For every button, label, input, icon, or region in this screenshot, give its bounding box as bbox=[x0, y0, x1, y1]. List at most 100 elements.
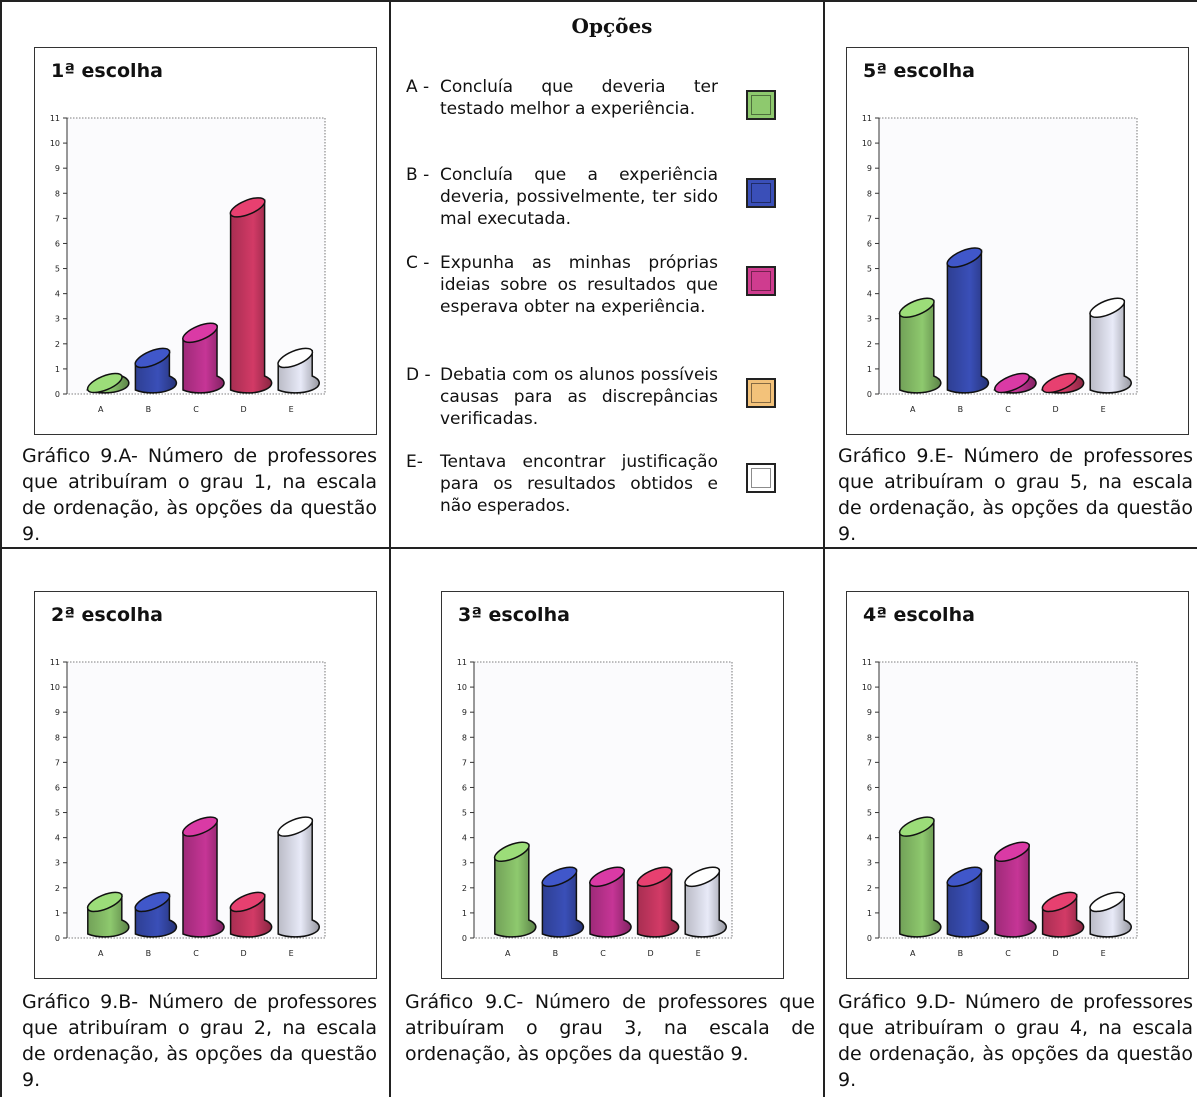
bar-e bbox=[1089, 891, 1132, 938]
y-tick-label: 6 bbox=[462, 783, 467, 792]
chart-title: 2ª escolha bbox=[51, 604, 163, 626]
y-tick-label: 1 bbox=[867, 365, 872, 374]
bar-chart: 0 1 2 3 4 5 6 7 8 9 10 11 A B C D E bbox=[862, 114, 1138, 414]
bar-top bbox=[86, 891, 123, 913]
y-tick-label: 2 bbox=[462, 884, 467, 893]
x-tick-label: C bbox=[1005, 405, 1011, 414]
bar-top bbox=[493, 841, 530, 863]
x-tick-label: B bbox=[958, 949, 964, 958]
y-tick-label: 4 bbox=[55, 834, 60, 843]
bar-top bbox=[898, 297, 935, 319]
option-letter: D - bbox=[406, 365, 431, 385]
option-e: E- Tentava encontrar justificação para o… bbox=[406, 451, 806, 541]
y-tick-label: 2 bbox=[55, 884, 60, 893]
bar-body bbox=[1089, 299, 1132, 394]
bar-top bbox=[229, 891, 266, 913]
bar-d bbox=[1040, 372, 1085, 394]
grid-divider-2 bbox=[823, 0, 825, 1097]
x-tick-label: A bbox=[98, 949, 104, 958]
y-tick-label: 2 bbox=[867, 340, 872, 349]
swatch-d-icon bbox=[746, 378, 776, 408]
x-tick-label: A bbox=[98, 405, 104, 414]
bar-body bbox=[899, 818, 942, 938]
bar-c bbox=[182, 816, 225, 938]
swatch-e-icon bbox=[746, 463, 776, 493]
bar-a bbox=[493, 841, 537, 938]
bar-top bbox=[898, 816, 935, 837]
y-tick-label: 3 bbox=[867, 859, 872, 868]
bar-c bbox=[993, 372, 1037, 394]
bar-top bbox=[994, 841, 1030, 863]
bar-c bbox=[589, 866, 632, 938]
bar-chart: 0 1 2 3 4 5 6 7 8 9 10 11 A B C D E bbox=[50, 658, 326, 958]
x-tick-label: B bbox=[553, 949, 559, 958]
bar-a bbox=[898, 297, 942, 394]
option-text: Concluía que deveria ter testado melhor … bbox=[440, 77, 718, 119]
option-letter: B - bbox=[406, 165, 430, 185]
bar-top bbox=[277, 816, 314, 837]
y-tick-label: 5 bbox=[55, 265, 60, 274]
chart-panel-2: 2ª escolha 0 1 2 3 4 5 6 7 8 9 10 11 A B C D E bbox=[34, 591, 377, 979]
bar-d bbox=[229, 197, 273, 394]
y-tick-label: 3 bbox=[55, 315, 60, 324]
bar-a bbox=[86, 891, 130, 938]
y-tick-label: 1 bbox=[55, 909, 60, 918]
bar-body bbox=[277, 818, 320, 938]
chart-title: 1ª escolha bbox=[51, 60, 163, 82]
option-letter: E- bbox=[406, 452, 423, 472]
y-tick-label: 1 bbox=[462, 909, 467, 918]
y-tick-label: 7 bbox=[867, 214, 872, 223]
option-text: Debatia com os alunos possíveis causas p… bbox=[440, 365, 718, 429]
swatch-b-icon bbox=[746, 178, 776, 208]
bar-chart: 0 1 2 3 4 5 6 7 8 9 10 11 A B C D E bbox=[862, 658, 1138, 958]
y-tick-label: 8 bbox=[867, 189, 872, 198]
y-tick-label: 6 bbox=[867, 239, 872, 248]
y-tick-label: 0 bbox=[55, 934, 60, 943]
chart-panel-5: 5ª escolha 0 1 2 3 4 5 6 7 8 9 10 11 A B C D E bbox=[846, 47, 1189, 435]
y-tick-label: 0 bbox=[867, 934, 872, 943]
bar-chart: 0 1 2 3 4 5 6 7 8 9 10 11 A B C D E bbox=[457, 658, 733, 958]
y-tick-label: 7 bbox=[55, 758, 60, 767]
x-tick-label: B bbox=[958, 405, 964, 414]
bar-chart: 0 1 2 3 4 5 6 7 8 9 10 11 A B C D E bbox=[50, 114, 326, 414]
y-tick-label: 6 bbox=[867, 783, 872, 792]
y-tick-label: 5 bbox=[55, 809, 60, 818]
y-tick-label: 2 bbox=[867, 884, 872, 893]
bar-c bbox=[994, 841, 1037, 938]
bar-top bbox=[1089, 891, 1126, 913]
bar-c bbox=[182, 322, 225, 394]
grid-top-border bbox=[0, 0, 1197, 2]
y-tick-label: 11 bbox=[457, 658, 467, 667]
y-tick-label: 8 bbox=[867, 733, 872, 742]
y-tick-label: 10 bbox=[457, 683, 467, 692]
bar-d bbox=[229, 891, 273, 938]
chart-panel-3: 3ª escolha 0 1 2 3 4 5 6 7 8 9 10 11 A B C D E bbox=[441, 591, 784, 979]
bar-b bbox=[134, 891, 178, 938]
bar-top bbox=[946, 866, 983, 888]
y-tick-label: 3 bbox=[55, 859, 60, 868]
y-tick-label: 4 bbox=[867, 290, 872, 299]
chart-title: 5ª escolha bbox=[863, 60, 975, 82]
bar-top bbox=[1041, 891, 1078, 913]
bar-top bbox=[589, 866, 625, 888]
chart-title: 3ª escolha bbox=[458, 604, 570, 626]
bar-body bbox=[494, 843, 537, 938]
y-tick-label: 1 bbox=[55, 365, 60, 374]
bar-b bbox=[946, 247, 990, 394]
bar-top bbox=[541, 866, 578, 888]
y-tick-label: 0 bbox=[462, 934, 467, 943]
bar-body bbox=[946, 249, 990, 394]
y-tick-label: 11 bbox=[862, 114, 872, 123]
option-text: Tentava encontrar justificação para os r… bbox=[440, 452, 718, 516]
bar-d bbox=[1041, 891, 1085, 938]
x-tick-label: E bbox=[1101, 949, 1106, 958]
x-tick-label: D bbox=[241, 949, 247, 958]
option-text: Expunha as minhas próprias ideias sobre … bbox=[440, 253, 718, 317]
bar-top bbox=[277, 347, 314, 369]
bar-body bbox=[182, 818, 225, 938]
y-tick-label: 0 bbox=[55, 390, 60, 399]
x-tick-label: D bbox=[241, 405, 247, 414]
y-tick-label: 7 bbox=[867, 758, 872, 767]
chart-panel-4: 4ª escolha 0 1 2 3 4 5 6 7 8 9 10 11 A B C D E bbox=[846, 591, 1189, 979]
y-tick-label: 4 bbox=[867, 834, 872, 843]
